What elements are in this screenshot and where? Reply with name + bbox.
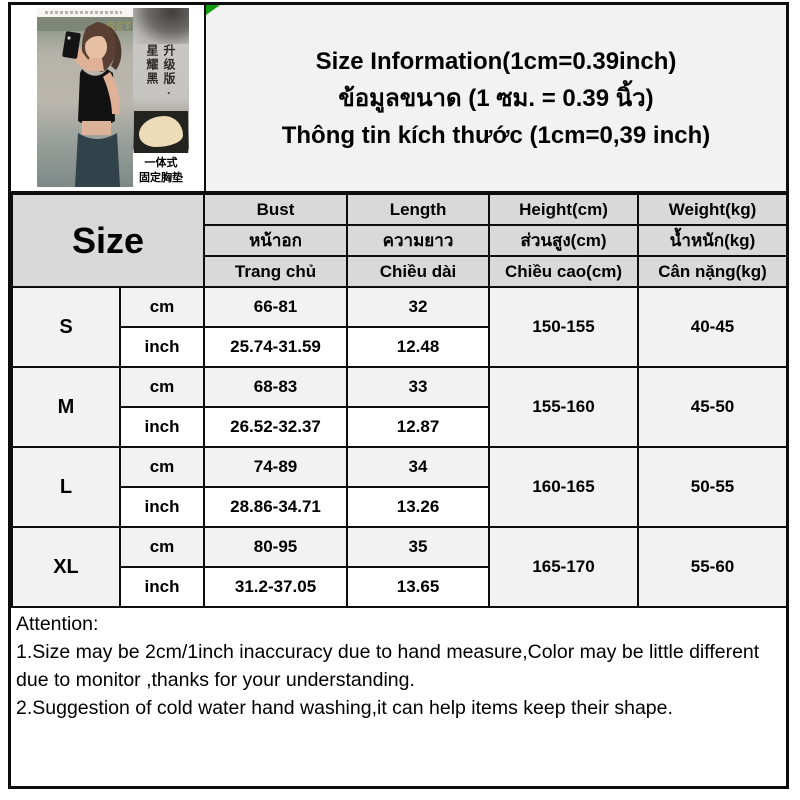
row-s-cm: S cm 66-81 32 150-155 40-45 [11,286,789,368]
size-table: Size Bust Length Height(cm) Weight(kg) ห… [10,193,789,608]
l-length-inch: 13.26 [346,486,491,528]
unit-cm: cm [118,286,206,328]
selfie-photo: RET [37,8,133,187]
unit-cm: cm [118,446,206,488]
xl-length-cm: 35 [346,526,491,568]
l-weight: 50-55 [637,446,789,528]
unit-cm: cm [118,366,206,408]
attention-note-2: 2.Suggestion of cold water hand washing,… [16,697,673,719]
pad-caption-line1: 一体式 [144,157,178,169]
s-bust-cm: 66-81 [203,286,349,328]
s-weight: 40-45 [637,286,789,368]
col-bust-th: หน้าอก [203,224,349,257]
title-thai: ข้อมูลขนาด (1 ซม. = 0.39 นิ้ว) [338,84,654,112]
title-english: Size Information(1cm=0.39inch) [315,47,677,75]
size-m: M [11,366,121,448]
product-photo: RET [37,8,189,187]
s-length-cm: 32 [346,286,491,328]
bra-pad-shape [139,116,183,147]
unit-cm: cm [118,526,206,568]
photo-side-panel: 升级版·星耀黑 一体式 固定胸垫 [133,8,189,187]
header-row-th: หน้าอก ความยาว ส่วนสูง(cm) น้ำหนัก(kg) [12,224,789,257]
size-l: L [11,446,121,528]
l-bust-cm: 74-89 [203,446,349,488]
col-bust-vi: Trang chủ [203,255,349,288]
m-bust-inch: 26.52-32.37 [203,406,349,448]
m-bust-cm: 68-83 [203,366,349,408]
attention-section: Attention: 1.Size may be 2cm/1inch inacc… [11,608,786,722]
size-header-cell: Size [10,193,206,288]
attention-note-1: 1.Size may be 2cm/1inch inaccuracy due t… [16,641,760,691]
col-weight-th: น้ำหนัก(kg) [637,224,789,257]
unit-inch: inch [118,486,206,528]
xl-bust-inch: 31.2-37.05 [203,566,349,608]
col-bust-en: Bust [203,193,349,226]
unit-inch: inch [118,566,206,608]
row-xl-inch: inch 31.2-37.05 13.65 [12,566,787,608]
mirror-arm-phone [133,8,189,44]
m-weight: 45-50 [637,366,789,448]
col-height-en: Height(cm) [488,193,640,226]
pad-caption-line2: 固定胸垫 [139,172,183,184]
product-photo-cell: RET [11,5,206,191]
size-xl: XL [11,526,121,608]
xl-bust-cm: 80-95 [203,526,349,568]
col-height-vi: Chiều cao(cm) [488,255,640,288]
s-length-inch: 12.48 [346,326,491,368]
row-m-cm: M cm 68-83 33 155-160 45-50 [11,366,789,448]
size-s: S [11,286,121,368]
s-bust-inch: 25.74-31.59 [203,326,349,368]
col-length-th: ความยาว [346,224,491,257]
row-s-inch: inch 25.74-31.59 12.48 [12,326,787,368]
title-vietnamese: Thông tin kích thước (1cm=0,39 inch) [281,121,711,149]
top-section: RET [11,5,786,193]
pad-caption: 一体式 固定胸垫 [133,153,189,187]
unit-inch: inch [118,326,206,368]
photo-topbar [37,8,133,17]
xl-length-inch: 13.65 [346,566,491,608]
row-l-cm: L cm 74-89 34 160-165 50-55 [11,446,789,528]
m-height: 155-160 [488,366,640,448]
s-height: 150-155 [488,286,640,368]
col-height-th: ส่วนสูง(cm) [488,224,640,257]
m-length-cm: 33 [346,366,491,408]
title-cell: Size Information(1cm=0.39inch) ข้อมูลขนา… [206,5,786,191]
row-l-inch: inch 28.86-34.71 13.26 [12,486,787,528]
col-length-vi: Chiều dài [346,255,491,288]
m-length-inch: 12.87 [346,406,491,448]
xl-height: 165-170 [488,526,640,608]
l-height: 160-165 [488,446,640,528]
col-weight-vi: Cân nặng(kg) [637,255,789,288]
attention-heading: Attention: [16,613,99,635]
unit-inch: inch [118,406,206,448]
row-xl-cm: XL cm 80-95 35 165-170 55-60 [11,526,789,608]
green-corner-marker [206,5,220,15]
selfie-figure [37,17,133,187]
col-weight-en: Weight(kg) [637,193,789,226]
row-m-inch: inch 26.52-32.37 12.87 [12,406,787,448]
vertical-label: 升级版·星耀黑 [145,44,176,102]
size-chart-sheet: RET [8,2,789,789]
l-bust-inch: 28.86-34.71 [203,486,349,528]
header-row-vi: Trang chủ Chiều dài Chiều cao(cm) Cân nặ… [12,255,789,288]
bra-pad-inset [134,111,188,153]
l-length-cm: 34 [346,446,491,488]
col-length-en: Length [346,193,491,226]
xl-weight: 55-60 [637,526,789,608]
header-row-en: Size Bust Length Height(cm) Weight(kg) [10,193,789,288]
